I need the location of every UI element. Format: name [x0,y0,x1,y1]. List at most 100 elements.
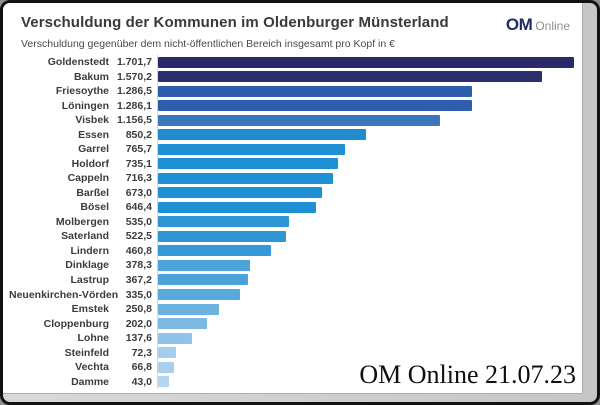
municipality-label: Garrel [78,143,109,156]
debt-bar [158,245,271,257]
bar-track [157,243,577,259]
municipality-label: Neuenkirchen-Vörden [9,288,119,301]
bar-chart: Goldenstedt 1.701,7 Bakum 1.570,2 Frieso… [9,55,577,389]
municipality-label: Bakum [73,70,109,83]
bar-track [157,55,577,70]
chart-row: Barßel 673,0 [9,185,577,201]
debt-value-label: 735,1 [125,157,152,170]
chart-row: Lohne 137,6 [9,330,577,346]
debt-bar [158,230,286,242]
debt-value-label: 1.286,1 [116,99,152,112]
debt-bar [158,172,333,184]
municipality-label: Emstek [71,303,109,316]
debt-value-label: 250,8 [125,303,152,316]
chart-row: Bösel 646,4 [9,200,577,215]
bar-track [157,272,577,288]
debt-value-label: 1.156,5 [116,114,152,127]
chart-card: Verschuldung der Kommunen im Oldenburger… [3,3,583,394]
chart-row: Neuenkirchen-Vörden 335,0 [9,287,577,302]
debt-bar [158,158,338,170]
debt-value-label: 72,3 [131,346,152,359]
debt-bar [158,216,289,228]
bar-track [157,127,577,143]
bar-track [157,229,577,244]
debt-value-label: 522,5 [125,230,152,243]
municipality-label: Steinfeld [64,346,109,359]
chart-row: Lindern 460,8 [9,243,577,259]
chart-row: Löningen 1.286,1 [9,98,577,114]
debt-bar [158,361,175,373]
logo-brand-text: OM [505,15,533,34]
debt-value-label: 1.570,2 [116,70,152,83]
debt-bar [158,318,208,330]
chart-row: Damme 43,0 [9,374,577,389]
chart-header: Verschuldung der Kommunen im Oldenburger… [21,14,482,50]
bar-track [157,200,577,215]
debt-bar [158,129,366,141]
debt-value-label: 66,8 [131,361,152,374]
chart-row: Cloppenburg 202,0 [9,316,577,331]
municipality-label: Cappeln [67,172,109,185]
municipality-label: Cloppenburg [43,317,109,330]
municipality-label: Saterland [61,230,109,243]
municipality-label: Vechta [75,361,109,374]
debt-value-label: 535,0 [125,215,152,228]
om-online-logo: OM Online [506,15,570,35]
bar-track [157,345,577,360]
chart-row: Emstek 250,8 [9,301,577,317]
debt-bar [158,100,473,112]
municipality-label: Holdorf [71,157,109,170]
debt-value-label: 716,3 [125,172,152,185]
debt-value-label: 367,2 [125,273,152,286]
chart-row: Holdorf 735,1 [9,156,577,172]
debt-value-label: 460,8 [125,244,152,257]
debt-bar [158,114,441,126]
municipality-label: Lohne [77,332,110,345]
bar-track [157,214,577,230]
municipality-label: Goldenstedt [47,56,109,69]
chart-subtitle: Verschuldung gegenüber dem nicht-öffentl… [21,38,395,50]
debt-value-label: 1.701,7 [116,56,152,69]
debt-bar [158,347,176,359]
debt-bar [158,259,251,271]
bar-track [157,156,577,172]
bar-track [157,98,577,114]
bar-track [157,84,577,99]
logo-suffix-text: Online [535,19,570,33]
debt-value-label: 335,0 [125,288,152,301]
debt-bar [158,274,248,286]
chart-row: Steinfeld 72,3 [9,345,577,360]
debt-value-label: 43,0 [131,375,152,388]
municipality-label: Visbek [75,114,109,127]
chart-row: Garrel 765,7 [9,142,577,157]
bar-track [157,301,577,317]
bar-track [157,142,577,157]
municipality-label: Damme [71,375,109,388]
bar-track [157,185,577,201]
debt-value-label: 765,7 [125,143,152,156]
chart-row: Dinklage 378,3 [9,258,577,273]
bar-track [157,113,577,128]
debt-bar [158,289,240,300]
municipality-label: Essen [78,128,109,141]
debt-bar [158,376,169,388]
bar-track [157,69,577,85]
debt-value-label: 646,4 [125,201,152,214]
debt-bar [158,187,323,199]
debt-bar [158,143,346,155]
bar-track [157,316,577,331]
chart-row: Cappeln 716,3 [9,171,577,186]
bar-track [157,359,577,375]
debt-bar [158,71,542,83]
chart-row: Molbergen 535,0 [9,214,577,230]
chart-row: Visbek 1.156,5 [9,113,577,128]
debt-bar [158,56,574,68]
bar-track [157,374,577,389]
municipality-label: Friesoythe [55,85,109,98]
municipality-label: Bösel [80,201,109,214]
chart-row: Saterland 522,5 [9,229,577,244]
municipality-label: Löningen [61,99,109,112]
municipality-label: Lastrup [70,273,109,286]
debt-value-label: 378,3 [125,259,152,272]
